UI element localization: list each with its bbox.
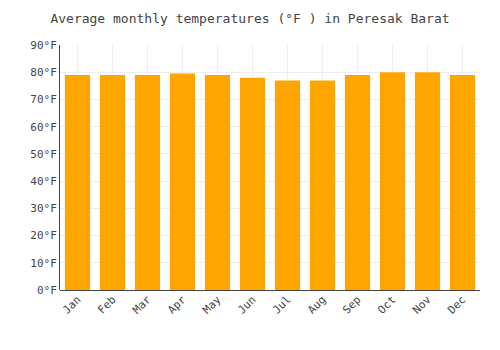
svg-text:40°F: 40°F xyxy=(30,175,57,188)
svg-text:Feb: Feb xyxy=(95,293,118,316)
svg-text:Jan: Jan xyxy=(60,293,83,316)
svg-text:70°F: 70°F xyxy=(30,93,57,106)
svg-text:50°F: 50°F xyxy=(30,148,57,161)
svg-text:Dec: Dec xyxy=(445,293,468,316)
svg-text:20°F: 20°F xyxy=(30,229,57,242)
svg-text:Oct: Oct xyxy=(375,293,398,316)
svg-text:May: May xyxy=(200,293,224,317)
svg-text:10°F: 10°F xyxy=(30,257,57,270)
svg-text:80°F: 80°F xyxy=(30,66,57,79)
svg-text:Mar: Mar xyxy=(130,293,154,317)
svg-text:Nov: Nov xyxy=(410,293,434,317)
svg-text:90°F: 90°F xyxy=(30,39,57,52)
svg-text:30°F: 30°F xyxy=(30,202,57,215)
svg-text:0°F: 0°F xyxy=(37,284,57,297)
svg-text:Apr: Apr xyxy=(165,293,189,317)
svg-text:Sep: Sep xyxy=(340,293,363,316)
svg-text:60°F: 60°F xyxy=(30,121,57,134)
svg-text:Aug: Aug xyxy=(305,293,328,316)
svg-text:Jul: Jul xyxy=(270,293,293,316)
svg-text:Jun: Jun xyxy=(235,293,258,316)
svg-text:Average monthly temperatures (: Average monthly temperatures (°F ) in Pe… xyxy=(50,11,449,26)
